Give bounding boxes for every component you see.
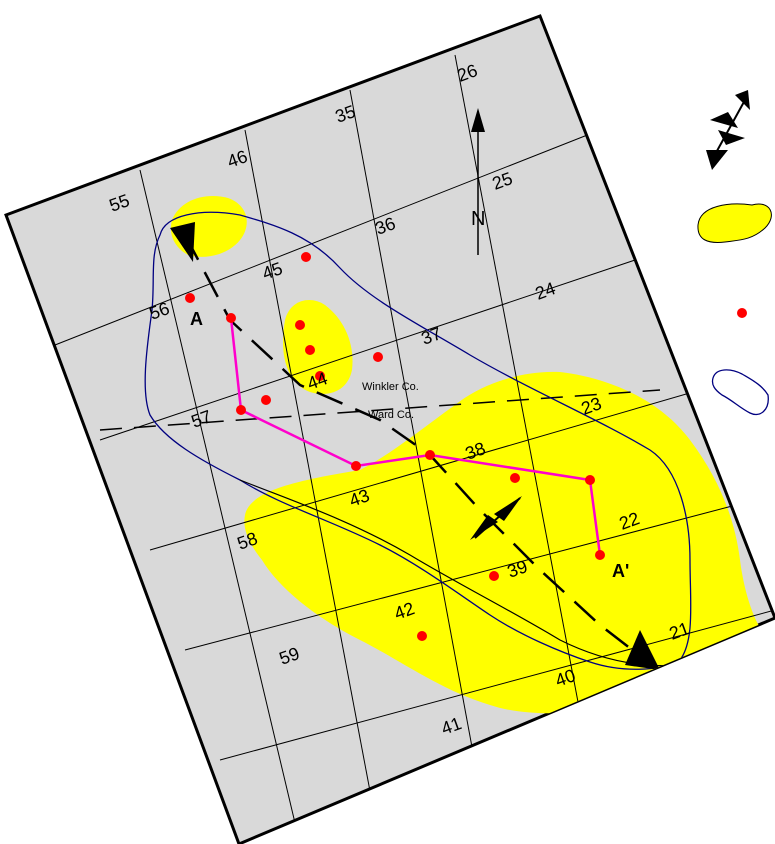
well-symbol xyxy=(737,308,747,318)
well xyxy=(236,405,246,415)
north-arrow: N xyxy=(471,108,485,255)
well xyxy=(425,450,435,460)
legend xyxy=(697,90,772,416)
well xyxy=(226,313,236,323)
well xyxy=(585,475,595,485)
cross-section-line xyxy=(229,317,602,556)
wells xyxy=(185,252,605,641)
axis-arrow-south xyxy=(625,630,660,670)
yellow-area-symbol xyxy=(697,203,772,243)
well xyxy=(510,473,520,483)
north-label: N xyxy=(471,208,485,230)
county-label-ward: Ward Co. xyxy=(368,409,414,421)
well xyxy=(595,550,605,560)
plunge-arrow-symbol xyxy=(470,496,522,540)
outline-symbol xyxy=(711,369,769,416)
well xyxy=(417,631,427,641)
cross-section-label-a: A xyxy=(190,309,203,329)
well xyxy=(295,320,305,330)
well xyxy=(301,252,311,262)
well xyxy=(305,345,315,355)
well xyxy=(351,461,361,471)
well xyxy=(315,371,325,381)
cross-section-label-a-prime: A' xyxy=(612,561,629,581)
county-label-winkler: Winkler Co. xyxy=(362,381,419,393)
axis-arrow-north xyxy=(170,222,195,262)
section-grid xyxy=(54,54,775,844)
well xyxy=(373,352,383,362)
county-line xyxy=(99,389,661,431)
yellow-area-south xyxy=(244,371,775,714)
well xyxy=(261,395,271,405)
well xyxy=(185,293,195,303)
anticline-axis-symbol xyxy=(706,90,750,170)
well xyxy=(489,571,499,581)
contour-line xyxy=(239,479,681,667)
